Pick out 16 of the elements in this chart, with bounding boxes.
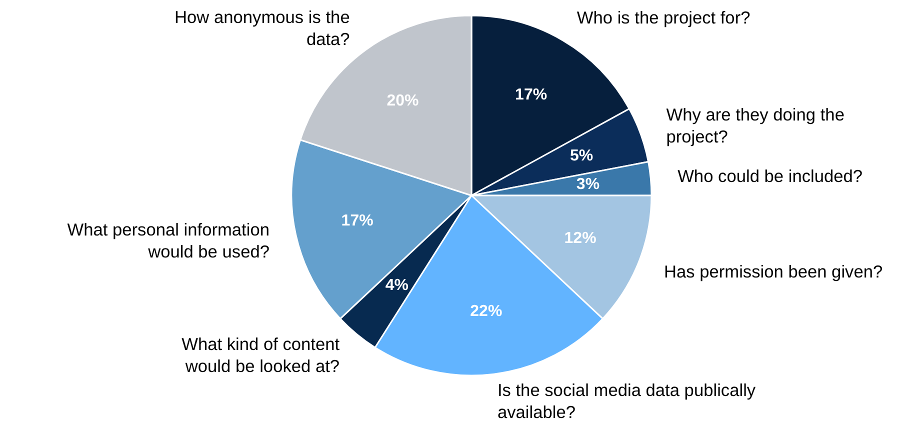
data-label: 12% [564,230,596,248]
data-label: 17% [341,212,374,230]
data-label: 22% [470,303,502,320]
slice-label: What personal information would be used? [67,220,270,262]
slice-label: How anonymous is the data? [174,7,350,50]
slice-label: Why are they doing the project? [666,104,844,146]
data-label: 17% [515,86,548,104]
slice-label: Is the social media data publically available? [497,380,756,422]
data-label: 3% [576,176,600,193]
data-label: 5% [570,147,594,164]
data-label: 20% [386,92,419,110]
slice-label: What kind of content would be looked at? [182,334,340,376]
data-label: 4% [385,277,408,294]
slice-label: Who could be included? [678,166,863,186]
slice-label: Who is the project for? [576,7,750,28]
slice-label: Has permission been given? [664,262,883,282]
